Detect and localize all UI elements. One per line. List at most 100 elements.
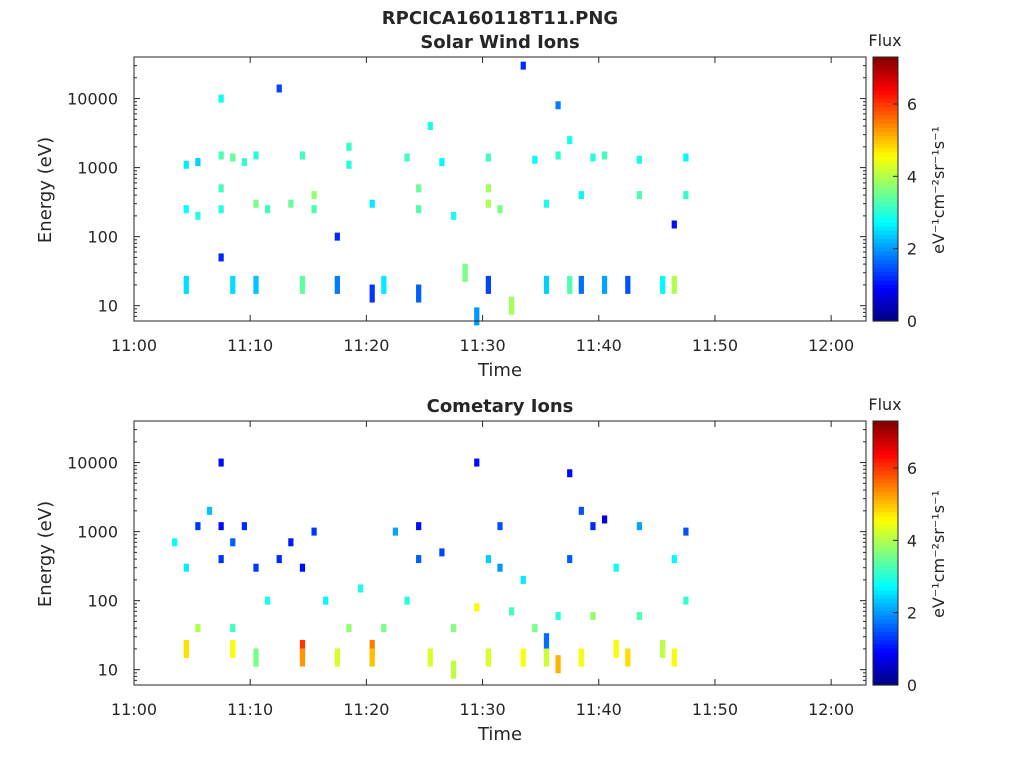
- colorbar-frame: [872, 420, 899, 686]
- flux-pixel: [288, 538, 294, 547]
- colorbar-segment: [873, 536, 898, 542]
- colorbar-segment: [873, 433, 898, 439]
- colorbar-segment: [873, 557, 898, 562]
- flux-pixel: [485, 648, 491, 667]
- y-axis-label: Energy (eV): [35, 137, 56, 243]
- flux-pixel: [230, 153, 236, 162]
- flux-pixel: [288, 199, 294, 208]
- colorbar-tick-label: 6: [907, 459, 917, 478]
- y-ticks: 10 100 1000 10000: [67, 56, 866, 322]
- flux-pixel: [172, 538, 178, 547]
- flux-pixel: [311, 191, 317, 200]
- colorbar-segment: [873, 573, 898, 579]
- flux-pixel: [218, 253, 224, 262]
- panel-solar-wind-ions: Solar Wind Ions 11:00 11:10 11:20 11:30 11:4…: [35, 31, 948, 381]
- y-tick-label: 10000: [67, 90, 118, 109]
- flux-pixel: [683, 153, 689, 162]
- flux-pixel: [241, 158, 247, 167]
- x-tick-label: 11:40: [576, 700, 622, 719]
- colorbar-segment: [873, 283, 898, 289]
- colorbar-segment: [873, 73, 898, 79]
- flux-pixel: [683, 527, 689, 536]
- colorbar-segment: [873, 197, 898, 202]
- colorbar-segment: [873, 507, 898, 513]
- flux-pixel: [265, 596, 271, 605]
- colorbar-segment: [873, 114, 898, 120]
- colorbar-segment: [873, 118, 898, 124]
- flux-pixel: [567, 555, 573, 564]
- flux-pixel: [590, 522, 596, 531]
- flux-pixel: [230, 538, 236, 547]
- colorbar-segment: [873, 548, 898, 554]
- flux-pixel: [404, 153, 410, 162]
- colorbar-segment: [873, 421, 898, 426]
- colorbar-segment: [873, 296, 898, 301]
- colorbar-segment: [873, 85, 898, 91]
- flux-pixel: [253, 275, 259, 294]
- flux-pixel: [404, 596, 410, 605]
- colorbar-segment: [873, 288, 898, 293]
- flux-pixel: [555, 611, 561, 620]
- x-axis-label: Time: [477, 724, 522, 745]
- colorbar-segment: [873, 491, 898, 496]
- flux-pixel: [346, 160, 352, 169]
- colorbar-segment: [873, 524, 898, 529]
- flux-pixel: [671, 648, 677, 667]
- colorbar-segment: [873, 69, 898, 75]
- flux-pixel: [427, 648, 433, 667]
- flux-pixel: [660, 275, 666, 294]
- flux-pixel: [265, 205, 271, 214]
- x-tick-label: 11:40: [576, 336, 622, 355]
- colorbar-segment: [873, 495, 898, 500]
- flux-pixel: [218, 522, 224, 531]
- colorbar-segment: [873, 660, 898, 665]
- colorbar-segment: [873, 441, 898, 447]
- x-ticks: 11:00 11:10 11:20 11:30 11:40 11:50 12:00: [111, 421, 854, 719]
- colorbar-segment: [873, 316, 898, 322]
- colorbar-segment: [873, 139, 898, 145]
- flux-pixel: [509, 296, 515, 315]
- colorbar-segment: [873, 168, 898, 174]
- colorbar-segment: [873, 515, 898, 521]
- flux-pixel: [369, 648, 375, 667]
- colorbar-segment: [873, 470, 898, 476]
- colorbar-segment: [873, 569, 898, 575]
- colorbar-segment: [873, 610, 898, 616]
- colorbar-segment: [873, 267, 898, 273]
- colorbar-tick-label: 4: [907, 531, 917, 550]
- colorbar-segment: [873, 300, 898, 306]
- flux-pixel: [671, 220, 677, 229]
- flux-pixel: [497, 205, 503, 214]
- flux-pixel: [474, 307, 480, 326]
- x-tick-label: 11:00: [111, 700, 157, 719]
- colorbar-segment: [873, 143, 898, 149]
- colorbar-segment: [873, 65, 898, 70]
- x-tick-label: 11:00: [111, 336, 157, 355]
- colorbar-segment: [873, 172, 898, 178]
- flux-pixel: [636, 611, 643, 620]
- flux-pixel: [299, 563, 306, 572]
- flux-pixels: [183, 61, 689, 326]
- flux-pixel: [195, 211, 201, 220]
- flux-pixel: [485, 555, 491, 564]
- flux-pixel: [590, 153, 596, 162]
- colorbar-segment: [873, 594, 898, 599]
- flux-pixel: [485, 153, 491, 162]
- colorbar-segment: [873, 668, 898, 674]
- x-tick-label: 12:00: [808, 336, 854, 355]
- colorbar: Flux eV⁻¹cm⁻²sr⁻¹s⁻¹ 0 2 4 6: [868, 395, 948, 695]
- colorbar-segment: [873, 238, 898, 244]
- flux-pixel: [241, 522, 247, 531]
- flux-pixel: [183, 563, 189, 572]
- colorbar-segment: [873, 454, 898, 459]
- flux-pixel: [520, 61, 526, 70]
- colorbar-segment: [873, 189, 898, 194]
- colorbar-tick-label: 4: [907, 167, 917, 186]
- flux-pixel: [660, 639, 666, 658]
- flux-pixel: [485, 184, 491, 193]
- colorbar-segment: [873, 680, 898, 686]
- colorbar-segment: [873, 429, 898, 434]
- x-tick-label: 11:20: [343, 336, 389, 355]
- flux-pixel: [253, 563, 259, 572]
- plot-area: [133, 56, 867, 322]
